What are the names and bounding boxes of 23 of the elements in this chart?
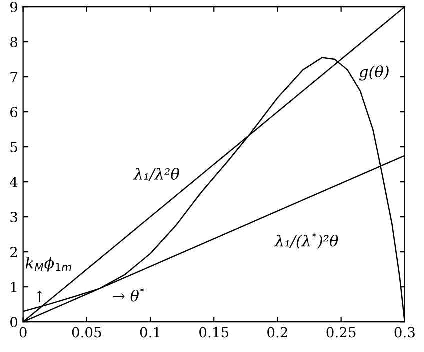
y-tick-label: 4 (10, 177, 18, 188)
x-tick-label: 0.1 (140, 327, 160, 338)
x-tick-label: 0.05 (72, 327, 102, 338)
annotation: g(θ) (359, 66, 389, 81)
y-tick-label: 2 (10, 247, 18, 258)
annotation: λ₁/λ²θ (133, 168, 180, 182)
y-tick-label: 0 (10, 317, 18, 328)
x-tick-label: 0.3 (394, 327, 415, 338)
annotation: λ₁/(λ$^{*}$)²θ (274, 232, 338, 250)
y-tick-label: 6 (10, 107, 18, 118)
y-tick-label: 3 (10, 212, 18, 223)
x-tick-label: 0.25 (326, 327, 356, 338)
y-tick-label: 5 (10, 142, 18, 153)
y-tick-label: 1 (11, 282, 16, 292)
y-tick-label: 8 (10, 37, 18, 48)
annotation: → θ$^{*}$ (113, 288, 145, 302)
x-tick-label: 0.15 (200, 327, 229, 338)
y-tick-label: 7 (10, 72, 18, 82)
annotation: k$_{M}$ϕ$_{1m}$ (26, 257, 72, 272)
annotation: ↑ (36, 290, 43, 302)
x-tick-label: 0.2 (268, 327, 288, 338)
y-tick-label: 9 (10, 2, 18, 13)
x-tick-label: 0 (20, 327, 27, 338)
